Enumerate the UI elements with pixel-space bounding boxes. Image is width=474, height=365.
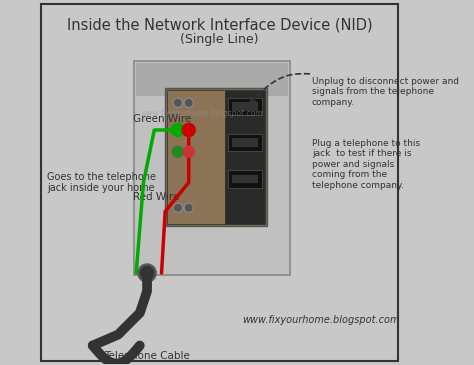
FancyBboxPatch shape xyxy=(232,138,257,147)
Text: Goes to the telephone
jack inside your home: Goes to the telephone jack inside your h… xyxy=(47,172,156,193)
FancyBboxPatch shape xyxy=(228,98,262,115)
Circle shape xyxy=(140,266,154,280)
Text: www.fixyourhome.blogspot.com: www.fixyourhome.blogspot.com xyxy=(242,315,400,325)
Circle shape xyxy=(174,205,181,211)
FancyBboxPatch shape xyxy=(228,170,262,188)
FancyBboxPatch shape xyxy=(136,63,288,96)
FancyBboxPatch shape xyxy=(228,134,262,151)
Circle shape xyxy=(173,98,182,108)
Text: Green Wire: Green Wire xyxy=(133,114,191,124)
Text: Unplug to disconnect power and
signals from the telephone company.: Unplug to disconnect power and signals f… xyxy=(312,77,459,107)
FancyBboxPatch shape xyxy=(41,4,398,361)
FancyBboxPatch shape xyxy=(135,61,290,275)
Circle shape xyxy=(138,264,156,282)
Circle shape xyxy=(173,146,183,157)
Circle shape xyxy=(184,203,193,212)
FancyBboxPatch shape xyxy=(167,90,225,224)
Circle shape xyxy=(182,123,195,137)
FancyBboxPatch shape xyxy=(232,174,257,183)
Circle shape xyxy=(185,205,192,211)
Circle shape xyxy=(183,146,194,157)
Text: (Single Line): (Single Line) xyxy=(180,33,259,46)
Circle shape xyxy=(173,203,182,212)
Text: www.fixyourhome.blogspot.com: www.fixyourhome.blogspot.com xyxy=(140,109,263,118)
Text: Inside the Network Interface Device (NID): Inside the Network Interface Device (NID… xyxy=(67,18,372,32)
Circle shape xyxy=(185,100,192,106)
Text: Telephone Cable: Telephone Cable xyxy=(104,351,190,361)
Circle shape xyxy=(171,123,184,137)
FancyBboxPatch shape xyxy=(225,90,265,224)
Circle shape xyxy=(174,100,181,106)
Text: Red Wire: Red Wire xyxy=(133,192,179,202)
FancyBboxPatch shape xyxy=(165,88,266,226)
Text: Plug a telephone to this
jack  to test if there is
power and signals
coming from: Plug a telephone to this jack to test if… xyxy=(312,139,420,190)
FancyBboxPatch shape xyxy=(232,102,257,111)
Circle shape xyxy=(184,98,193,108)
